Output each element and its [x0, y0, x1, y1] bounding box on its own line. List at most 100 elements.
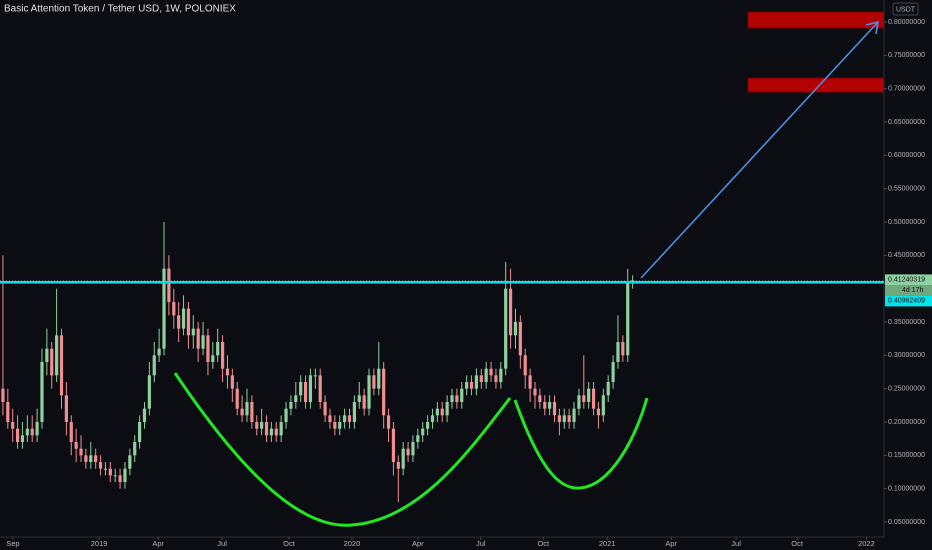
candle-body [469, 382, 474, 389]
candle-body [142, 408, 147, 422]
currency-button[interactable] [892, 2, 919, 16]
candle-body [450, 395, 454, 402]
candle-body [274, 428, 278, 436]
candle-body [421, 428, 425, 436]
candle-body [377, 368, 381, 389]
candle-body [240, 408, 244, 416]
candle-body [118, 475, 122, 482]
projection-arrow [640, 20, 879, 279]
chart-title: Basic Attention Token / Tether USD, 1W, … [4, 4, 236, 15]
candle-body [611, 362, 615, 382]
level-label: 0.40962409 [888, 298, 925, 305]
candle-body [45, 348, 49, 362]
candle-body [582, 395, 586, 402]
cup-curve [173, 372, 512, 527]
candle-body [552, 402, 557, 416]
cup-curve [513, 397, 649, 490]
candle-body [284, 408, 288, 422]
candle-body [606, 382, 610, 396]
candle-body [220, 342, 225, 369]
candle-body [508, 288, 513, 336]
candle-body [587, 388, 591, 402]
countdown-box [885, 285, 932, 296]
y-tick-label: 0.75000000 [888, 52, 925, 59]
candle-body [426, 422, 430, 429]
candle-body [577, 395, 581, 409]
candle-body [513, 322, 518, 336]
candle-body [343, 415, 347, 422]
y-tick-label: 0.45000000 [888, 252, 925, 259]
candle-body [323, 402, 327, 416]
y-tick-label: 0.50000000 [888, 219, 925, 226]
candle-body [216, 342, 220, 356]
x-tick-label: 2020 [344, 539, 361, 548]
y-tick-label: 0.10000000 [888, 486, 925, 493]
candle-body [533, 388, 537, 396]
candle-body [406, 448, 410, 456]
candle-body [445, 402, 449, 416]
candle-body [147, 375, 151, 409]
candle-body [474, 375, 479, 389]
x-tick-label: Apr [665, 539, 677, 548]
candle-body [11, 422, 15, 429]
y-tick-label: 0.05000000 [888, 519, 925, 526]
candle-body [543, 402, 547, 409]
currency-label[interactable]: USDT [896, 6, 916, 13]
last-price-label: 0.41240319 [888, 277, 925, 284]
candle-body [416, 435, 420, 442]
candle-body [465, 382, 469, 389]
candle-body [494, 375, 498, 382]
candle-body [504, 288, 508, 369]
candle-body [20, 435, 25, 442]
candle-body [50, 348, 54, 376]
candle-body [523, 355, 527, 376]
x-tick-label: Oct [791, 539, 804, 548]
candle-body [177, 315, 181, 329]
candle-body [489, 368, 493, 376]
candle-body [15, 428, 20, 442]
candle-body [89, 455, 93, 462]
y-tick-label: 0.20000000 [888, 419, 925, 426]
candle-body [357, 395, 361, 402]
x-tick-label: Jul [731, 539, 741, 548]
candle-body [318, 375, 322, 402]
candle-body [333, 422, 337, 429]
candle-body [250, 402, 254, 422]
candle-body [167, 268, 171, 302]
candle-body [367, 375, 371, 409]
candle-body [455, 395, 459, 402]
candle-body [460, 388, 464, 402]
candle-body [528, 375, 532, 389]
candle-body [538, 395, 542, 402]
candle-body [591, 388, 596, 409]
candle-body [128, 455, 132, 469]
candle-body [294, 395, 298, 402]
candle-body [113, 475, 117, 477]
candle-body [211, 355, 215, 362]
last-price-box [885, 274, 932, 286]
candle-body [328, 415, 332, 422]
candle-body [94, 455, 98, 462]
candle-body [484, 368, 488, 382]
candle-body [338, 422, 342, 429]
candle-body [308, 375, 313, 402]
candle-body [98, 462, 103, 469]
candle-body [103, 468, 108, 470]
candle-body [411, 442, 415, 456]
candle-body [347, 415, 352, 422]
candle-body [479, 375, 483, 382]
candle-body [264, 422, 269, 436]
candle-body [435, 408, 439, 416]
y-tick-label: 0.25000000 [888, 386, 925, 393]
target-zone [747, 11, 885, 29]
candle-body [289, 402, 293, 409]
candle-body [352, 402, 356, 422]
candle-body [152, 355, 156, 376]
x-tick-label: Jul [476, 539, 486, 548]
candle-body [64, 395, 68, 422]
level-box [885, 295, 932, 307]
x-tick-label: Oct [283, 539, 296, 548]
x-tick-label: 2019 [91, 539, 108, 548]
candle-body [69, 422, 73, 442]
